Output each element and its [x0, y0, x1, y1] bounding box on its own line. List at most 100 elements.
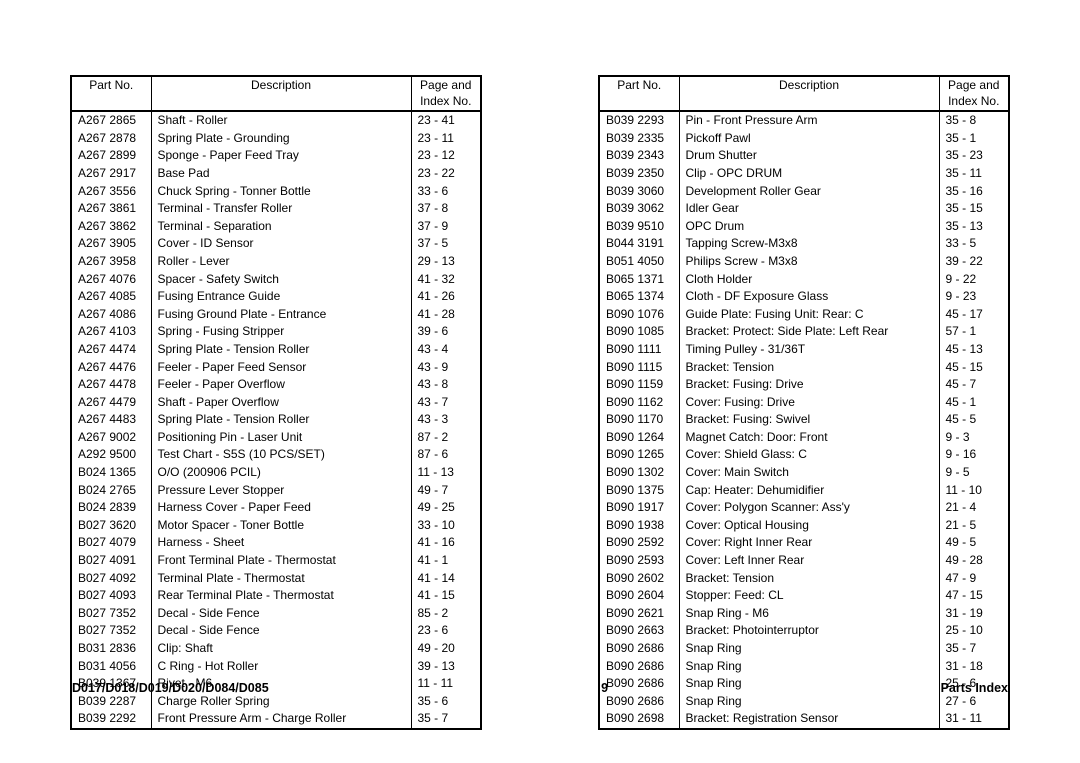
cell-partno: B051 4050	[599, 253, 679, 271]
cell-partno: A267 3958	[71, 253, 151, 271]
cell-page-index: 43 - 7	[411, 394, 481, 412]
table-row: A267 4476Feeler - Paper Feed Sensor43 - …	[71, 359, 481, 377]
cell-description: Drum Shutter	[679, 147, 939, 165]
cell-page-index: 23 - 11	[411, 130, 481, 148]
cell-partno: B090 1375	[599, 482, 679, 500]
table-row: A267 2878Spring Plate - Grounding23 - 11	[71, 130, 481, 148]
table-row: B039 3060Development Roller Gear35 - 16	[599, 183, 1009, 201]
cell-description: Terminal Plate - Thermostat	[151, 570, 411, 588]
cell-description: Timing Pulley - 31/36T	[679, 341, 939, 359]
cell-partno: A267 2899	[71, 147, 151, 165]
cell-description: Cover: Optical Housing	[679, 517, 939, 535]
table-row: A267 3905Cover - ID Sensor37 - 5	[71, 235, 481, 253]
cell-page-index: 25 - 10	[939, 622, 1009, 640]
cell-description: Cover: Left Inner Rear	[679, 552, 939, 570]
cell-description: Motor Spacer - Toner Bottle	[151, 517, 411, 535]
cell-partno: B090 1170	[599, 411, 679, 429]
table-row: B090 1375Cap: Heater: Dehumidifier11 - 1…	[599, 482, 1009, 500]
table-row: B024 1365O/O (200906 PCIL)11 - 13	[71, 464, 481, 482]
table-row: B039 2350Clip - OPC DRUM35 - 11	[599, 165, 1009, 183]
cell-description: Front Pressure Arm - Charge Roller	[151, 710, 411, 729]
cell-partno: B065 1371	[599, 271, 679, 289]
cell-partno: B090 1085	[599, 323, 679, 341]
cell-page-index: 45 - 5	[939, 411, 1009, 429]
cell-description: Bracket: Photointerruptor	[679, 622, 939, 640]
cell-page-index: 23 - 41	[411, 111, 481, 130]
parts-table-left: Part No. Description Page and Index No. …	[70, 75, 482, 730]
cell-page-index: 43 - 3	[411, 411, 481, 429]
cell-description: Charge Roller Spring	[151, 693, 411, 711]
table-row: B090 1265Cover: Shield Glass: C 9 - 16	[599, 446, 1009, 464]
col-header-page: Page and Index No.	[411, 76, 481, 111]
cell-partno: B090 2686	[599, 658, 679, 676]
cell-page-index: 35 - 13	[939, 218, 1009, 236]
cell-description: Spring - Fusing Stripper	[151, 323, 411, 341]
cell-page-index: 57 - 1	[939, 323, 1009, 341]
cell-page-index: 41 - 28	[411, 306, 481, 324]
cell-page-index: 37 - 9	[411, 218, 481, 236]
cell-partno: B090 1264	[599, 429, 679, 447]
table-row: B027 4079Harness - Sheet41 - 16	[71, 534, 481, 552]
footer-left: D017/D018/D019/D020/D084/D085	[72, 681, 269, 695]
table-row: A292 9500Test Chart - S5S (10 PCS/SET)87…	[71, 446, 481, 464]
table-row: A267 4478Feeler - Paper Overflow43 - 8	[71, 376, 481, 394]
cell-description: Harness - Sheet	[151, 534, 411, 552]
cell-page-index: 45 - 17	[939, 306, 1009, 324]
cell-page-index: 49 - 5	[939, 534, 1009, 552]
table-row: B024 2765Pressure Lever Stopper49 - 7	[71, 482, 481, 500]
cell-description: Cover - ID Sensor	[151, 235, 411, 253]
table-row: A267 2865Shaft - Roller23 - 41	[71, 111, 481, 130]
cell-page-index: 9 - 23	[939, 288, 1009, 306]
table-row: B031 4056C Ring - Hot Roller39 - 13	[71, 658, 481, 676]
cell-page-index: 35 - 1	[939, 130, 1009, 148]
cell-page-index: 11 - 13	[411, 464, 481, 482]
cell-description: Decal - Side Fence	[151, 605, 411, 623]
table-row: B090 2592Cover: Right Inner Rear49 - 5	[599, 534, 1009, 552]
cell-description: Clip: Shaft	[151, 640, 411, 658]
cell-page-index: 35 - 15	[939, 200, 1009, 218]
cell-description: Terminal - Transfer Roller	[151, 200, 411, 218]
cell-page-index: 35 - 6	[411, 693, 481, 711]
cell-description: Snap Ring - M6	[679, 605, 939, 623]
table-row: B090 1159Bracket: Fusing: Drive45 - 7	[599, 376, 1009, 394]
cell-partno: B090 2621	[599, 605, 679, 623]
cell-partno: B090 2698	[599, 710, 679, 729]
cell-page-index: 45 - 15	[939, 359, 1009, 377]
cell-description: Positioning Pin - Laser Unit	[151, 429, 411, 447]
cell-partno: A267 2917	[71, 165, 151, 183]
cell-partno: B039 2293	[599, 111, 679, 130]
cell-page-index: 31 - 19	[939, 605, 1009, 623]
cell-description: Pickoff Pawl	[679, 130, 939, 148]
col-header-page-line2: Index No.	[946, 94, 1003, 110]
cell-description: Clip - OPC DRUM	[679, 165, 939, 183]
cell-partno: B090 1265	[599, 446, 679, 464]
col-header-page-line1: Page and	[946, 78, 1003, 94]
cell-description: Sponge - Paper Feed Tray	[151, 147, 411, 165]
table-row: B090 2686Snap Ring27 - 6	[599, 693, 1009, 711]
table-row: B090 2604Stopper: Feed: CL47 - 15	[599, 587, 1009, 605]
cell-page-index: 41 - 14	[411, 570, 481, 588]
cell-description: Rear Terminal Plate - Thermostat	[151, 587, 411, 605]
table-row: A267 4076Spacer - Safety Switch41 - 32	[71, 271, 481, 289]
table-row: A267 4479Shaft - Paper Overflow43 - 7	[71, 394, 481, 412]
cell-partno: B090 1302	[599, 464, 679, 482]
cell-partno: B065 1374	[599, 288, 679, 306]
table-row: B027 7352Decal - Side Fence23 - 6	[71, 622, 481, 640]
table-row: A267 3556Chuck Spring - Tonner Bottle33 …	[71, 183, 481, 201]
cell-description: Pressure Lever Stopper	[151, 482, 411, 500]
cell-partno: B090 1159	[599, 376, 679, 394]
cell-partno: B039 2343	[599, 147, 679, 165]
cell-description: Bracket: Registration Sensor	[679, 710, 939, 729]
cell-partno: A267 4086	[71, 306, 151, 324]
cell-partno: B024 2765	[71, 482, 151, 500]
table-row: A267 3861Terminal - Transfer Roller37 - …	[71, 200, 481, 218]
table-row: B090 1085Bracket: Protect: Side Plate: L…	[599, 323, 1009, 341]
table-row: B027 4092Terminal Plate - Thermostat41 -…	[71, 570, 481, 588]
col-header-page-line1: Page and	[418, 78, 475, 94]
parts-table-right: Part No. Description Page and Index No. …	[598, 75, 1010, 730]
cell-page-index: 11 - 10	[939, 482, 1009, 500]
cell-page-index: 35 - 16	[939, 183, 1009, 201]
cell-description: Guide Plate: Fusing Unit: Rear: C	[679, 306, 939, 324]
table-row: B090 1917Cover: Polygon Scanner: Ass'y21…	[599, 499, 1009, 517]
cell-description: Test Chart - S5S (10 PCS/SET)	[151, 446, 411, 464]
